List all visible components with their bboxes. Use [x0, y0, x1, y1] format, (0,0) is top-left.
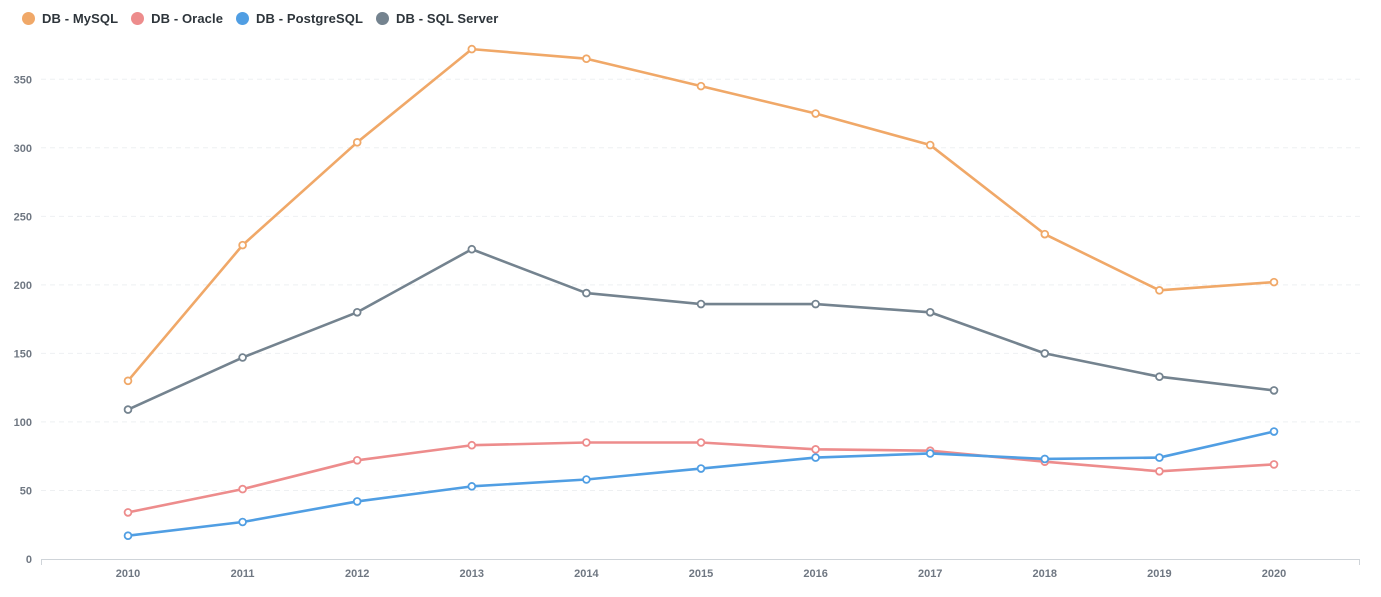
- data-point-postgresql-2016[interactable]: [811, 453, 820, 462]
- data-point-sql-server-2019[interactable]: [1155, 372, 1164, 382]
- data-point-mysql-2018[interactable]: [1040, 229, 1050, 239]
- legend-label-sql-server: DB - SQL Server: [396, 11, 499, 26]
- data-point-postgresql-2014[interactable]: [582, 475, 591, 484]
- data-point-mysql-2019[interactable]: [1155, 286, 1164, 295]
- data-point-sql-server-2013[interactable]: [467, 244, 477, 254]
- data-point-sql-server-2018[interactable]: [1040, 349, 1050, 358]
- data-point-sql-server-2020[interactable]: [1269, 386, 1279, 395]
- x-tick-label-2016: 2016: [803, 568, 827, 580]
- data-point-oracle-2013[interactable]: [467, 440, 477, 450]
- x-tick-label-2019: 2019: [1147, 568, 1171, 580]
- data-point-mysql-2014[interactable]: [582, 54, 591, 64]
- data-point-sql-server-2014[interactable]: [582, 288, 591, 298]
- legend-item-sql-server[interactable]: DB - SQL Server: [376, 11, 498, 26]
- legend-item-mysql[interactable]: DB - MySQL: [22, 11, 118, 26]
- series-line-oracle: [126, 441, 1276, 514]
- x-tick-label-2011: 2011: [231, 568, 255, 580]
- legend-dot-postgresql: [236, 12, 250, 25]
- legend: DB - MySQL DB - Oracle DB - PostgreSQL D…: [22, 11, 498, 26]
- x-tick-label-2018: 2018: [1033, 568, 1057, 580]
- x-tick-label-2020: 2020: [1262, 568, 1286, 580]
- x-tick-label-2017: 2017: [918, 568, 942, 580]
- data-point-postgresql-2018[interactable]: [1040, 454, 1050, 464]
- x-tick-label-2013: 2013: [460, 568, 484, 580]
- data-point-postgresql-2015[interactable]: [696, 464, 706, 473]
- legend-dot-oracle: [131, 12, 145, 25]
- legend-label-postgresql: DB - PostgreSQL: [256, 11, 363, 26]
- data-point-mysql-2010[interactable]: [123, 376, 133, 386]
- data-point-oracle-2019[interactable]: [1155, 466, 1164, 476]
- data-point-mysql-2011[interactable]: [238, 240, 247, 250]
- y-tick-label-50: 50: [20, 485, 32, 497]
- y-tick-label-150: 150: [14, 348, 32, 360]
- series-line-postgresql: [126, 430, 1276, 537]
- data-point-mysql-2012[interactable]: [352, 138, 362, 147]
- y-tick-label-100: 100: [14, 417, 32, 429]
- data-point-postgresql-2010[interactable]: [123, 531, 133, 540]
- legend-item-oracle[interactable]: DB - Oracle: [131, 11, 223, 26]
- data-point-oracle-2015[interactable]: [696, 438, 706, 447]
- data-point-postgresql-2019[interactable]: [1155, 453, 1164, 462]
- data-point-oracle-2010[interactable]: [123, 508, 133, 517]
- data-point-mysql-2013[interactable]: [467, 44, 477, 54]
- y-tick-label-200: 200: [14, 280, 32, 292]
- y-tick-label-250: 250: [14, 211, 32, 223]
- data-point-postgresql-2011[interactable]: [238, 517, 247, 527]
- series-line-sql-server: [126, 247, 1276, 411]
- data-point-oracle-2020[interactable]: [1269, 460, 1279, 469]
- data-point-sql-server-2015[interactable]: [696, 299, 706, 309]
- y-tick-label-0: 0: [26, 554, 32, 566]
- series-line-mysql: [126, 47, 1276, 383]
- legend-dot-mysql: [22, 12, 35, 25]
- x-tick-label-2015: 2015: [689, 568, 713, 580]
- x-tick-label-2012: 2012: [345, 568, 369, 580]
- data-point-mysql-2020[interactable]: [1269, 277, 1279, 287]
- x-tick-label-2014: 2014: [574, 568, 599, 580]
- legend-dot-sql-server: [376, 12, 389, 25]
- data-point-sql-server-2010[interactable]: [123, 405, 133, 414]
- data-point-oracle-2016[interactable]: [811, 445, 820, 454]
- data-point-oracle-2014[interactable]: [582, 438, 591, 447]
- data-point-mysql-2015[interactable]: [696, 81, 706, 91]
- data-point-sql-server-2017[interactable]: [925, 307, 935, 317]
- y-tick-label-300: 300: [14, 143, 32, 155]
- data-point-mysql-2017[interactable]: [925, 140, 935, 150]
- x-tick-label-2010: 2010: [116, 568, 140, 580]
- legend-item-postgresql[interactable]: DB - PostgreSQL: [236, 11, 363, 26]
- data-point-postgresql-2017[interactable]: [925, 449, 935, 458]
- data-point-oracle-2011[interactable]: [238, 484, 247, 494]
- legend-label-mysql: DB - MySQL: [42, 11, 119, 26]
- data-point-postgresql-2013[interactable]: [467, 482, 477, 491]
- data-point-oracle-2012[interactable]: [352, 456, 362, 465]
- data-point-mysql-2016[interactable]: [811, 109, 820, 118]
- y-tick-label-350: 350: [14, 74, 32, 86]
- data-point-postgresql-2012[interactable]: [352, 497, 362, 506]
- data-point-sql-server-2012[interactable]: [352, 307, 362, 317]
- data-point-postgresql-2020[interactable]: [1269, 427, 1279, 436]
- legend-label-oracle: DB - Oracle: [151, 11, 224, 26]
- data-point-sql-server-2016[interactable]: [811, 299, 820, 309]
- data-point-sql-server-2011[interactable]: [238, 353, 247, 362]
